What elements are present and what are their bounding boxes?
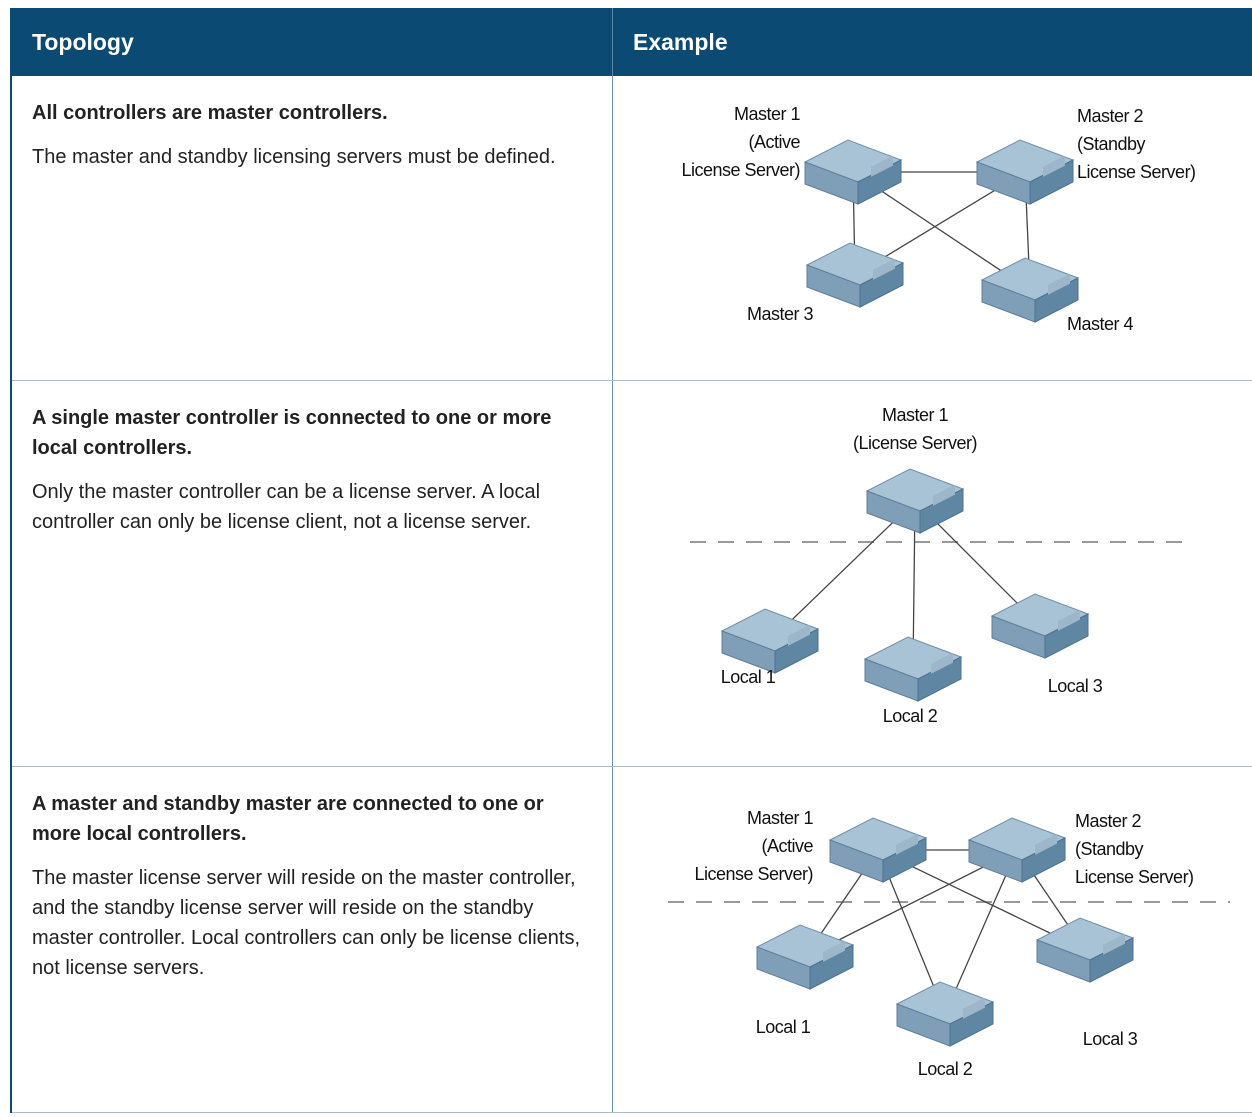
device-ports — [933, 484, 955, 506]
device-label: License Server) — [681, 160, 800, 180]
topology-cell: All controllers are master controllers. T… — [12, 76, 613, 380]
table-row: A master and standby master are connecte… — [12, 767, 1252, 1113]
example-cell: Master 1 (Active License Server) Master 2 (S… — [613, 767, 1252, 1112]
device-label: Master 1 — [882, 405, 949, 425]
device-ports — [1058, 609, 1080, 631]
device-ports — [823, 940, 845, 962]
device-ports — [963, 997, 985, 1019]
topology-table: Topology Example All controllers are mas… — [10, 8, 1252, 1113]
device-ports — [896, 833, 918, 855]
device-ports — [1103, 933, 1125, 955]
device-ports — [871, 155, 893, 177]
table-row: A single master controller is connected … — [12, 381, 1252, 767]
header-row: Topology Example — [12, 8, 1252, 76]
link — [769, 500, 916, 642]
example-cell: Master 1 (Active License Server) Master 2 (S… — [613, 76, 1252, 380]
device-label: Local 2 — [883, 706, 938, 726]
device-label: (License Server) — [853, 433, 977, 453]
device-label: Local 1 — [721, 667, 776, 687]
topology-cell: A single master controller is connected … — [12, 381, 613, 766]
topology-description: Only the master controller can be a lice… — [32, 481, 541, 533]
topology-title: A master and standby master are connecte… — [32, 793, 544, 845]
device-label: License Server) — [1077, 162, 1196, 182]
controller-device — [895, 981, 995, 1047]
device-label: Master 2 — [1075, 811, 1142, 831]
controller-device — [980, 257, 1080, 323]
device-ports — [788, 624, 810, 646]
network-diagram: Master 1 (Active License Server) Master 2 (S… — [681, 104, 1196, 334]
table-body: All controllers are master controllers. T… — [12, 76, 1252, 1113]
device-label: (Standby — [1077, 134, 1146, 154]
device-label: Master 1 — [734, 104, 801, 124]
device-ports — [1048, 273, 1070, 295]
controller-device — [863, 636, 963, 702]
example-cell: Master 1 (License Server) Local 1 Local 2 Lo… — [613, 381, 1252, 766]
network-diagram: Master 1 (Active License Server) Master 2 (S… — [668, 808, 1230, 1079]
controller-device — [865, 468, 965, 534]
device-label: Master 3 — [747, 304, 814, 324]
controller-device — [720, 608, 820, 674]
topology-title: A single master controller is connected … — [32, 407, 552, 459]
device-label: Local 3 — [1083, 1029, 1138, 1049]
topology-cell: A master and standby master are connecte… — [12, 767, 613, 1112]
header-cell: Example — [633, 29, 728, 55]
device-label: License Server) — [1075, 867, 1194, 887]
device-label: License Server) — [694, 864, 813, 884]
device-ports — [1043, 155, 1065, 177]
controller-device — [990, 593, 1090, 659]
controller-device — [967, 817, 1067, 883]
topology-description: The master license server will reside on… — [32, 867, 581, 979]
device-label: (Active — [761, 836, 813, 856]
network-diagram: Master 1 (License Server) Local 1 Local 2 Lo… — [690, 405, 1190, 726]
controller-device — [803, 139, 903, 205]
header-cell: Topology — [12, 8, 613, 76]
controller-device — [975, 139, 1075, 205]
controller-device — [755, 924, 855, 990]
topology-description: The master and standby licensing servers… — [32, 146, 556, 168]
device-label: Master 2 — [1077, 106, 1144, 126]
controller-device — [1035, 917, 1135, 983]
device-label: Local 1 — [756, 1017, 811, 1037]
controller-device — [805, 242, 905, 308]
topology-title: All controllers are master controllers. — [32, 102, 388, 124]
device-label: (Active — [748, 132, 800, 152]
device-ports — [931, 652, 953, 674]
device-ports — [1035, 833, 1057, 855]
device-label: Local 2 — [918, 1059, 973, 1079]
table-row: All controllers are master controllers. T… — [12, 76, 1252, 381]
link — [804, 849, 1018, 958]
device-label: Master 1 — [747, 808, 814, 828]
device-label: (Standby — [1075, 839, 1144, 859]
device-ports — [873, 258, 895, 280]
controller-device — [828, 817, 928, 883]
device-label: Master 4 — [1067, 314, 1134, 334]
link — [944, 849, 1018, 1015]
device-label: Local 3 — [1048, 676, 1103, 696]
